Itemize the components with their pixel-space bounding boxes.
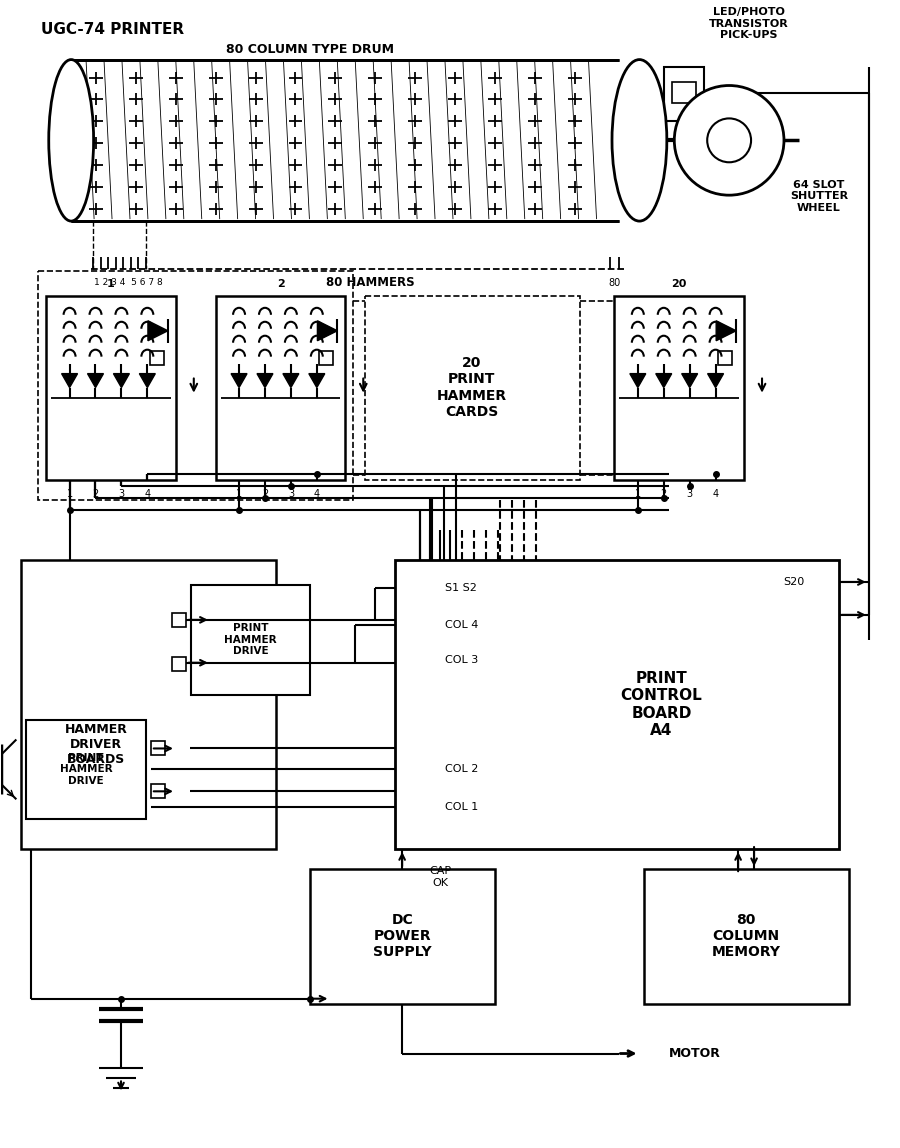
Ellipse shape — [49, 60, 94, 222]
Polygon shape — [172, 657, 185, 670]
Polygon shape — [615, 296, 744, 480]
Polygon shape — [310, 869, 495, 1003]
Polygon shape — [320, 350, 333, 365]
Text: COL 1: COL 1 — [445, 802, 478, 813]
Polygon shape — [681, 373, 698, 388]
Text: 1: 1 — [67, 489, 73, 499]
Text: 4: 4 — [713, 489, 718, 499]
Polygon shape — [309, 373, 325, 388]
Polygon shape — [71, 62, 619, 219]
Text: 1 2 3 4  5 6 7 8: 1 2 3 4 5 6 7 8 — [94, 279, 163, 287]
Text: HAMMER
DRIVER
BOARDS: HAMMER DRIVER BOARDS — [65, 723, 128, 766]
Polygon shape — [61, 373, 77, 388]
Polygon shape — [707, 373, 724, 388]
Text: 80 COLUMN TYPE DRUM: 80 COLUMN TYPE DRUM — [227, 44, 394, 56]
Text: 2: 2 — [93, 489, 99, 499]
Polygon shape — [148, 320, 168, 341]
Polygon shape — [150, 350, 164, 365]
Polygon shape — [26, 720, 146, 820]
Polygon shape — [395, 560, 839, 850]
Polygon shape — [718, 350, 732, 365]
Text: 1: 1 — [107, 279, 115, 289]
Polygon shape — [318, 320, 338, 341]
Polygon shape — [216, 296, 346, 480]
Text: 3: 3 — [687, 489, 693, 499]
Polygon shape — [22, 560, 275, 850]
Text: 1: 1 — [634, 489, 641, 499]
Text: MOTOR: MOTOR — [670, 1047, 721, 1060]
Text: 2: 2 — [661, 489, 667, 499]
Circle shape — [674, 85, 784, 195]
Polygon shape — [365, 296, 580, 480]
Polygon shape — [630, 373, 646, 388]
Polygon shape — [140, 373, 156, 388]
Text: 80
COLUMN
MEMORY: 80 COLUMN MEMORY — [712, 913, 780, 959]
Text: CAP
OK: CAP OK — [429, 867, 451, 887]
Text: COL 4: COL 4 — [445, 620, 479, 630]
Polygon shape — [644, 869, 849, 1003]
Polygon shape — [113, 373, 130, 388]
Text: 1: 1 — [236, 489, 242, 499]
Polygon shape — [191, 585, 310, 695]
Text: 64 SLOT
SHUTTER
WHEEL: 64 SLOT SHUTTER WHEEL — [790, 179, 848, 212]
Text: LED/PHOTO
TRANSISTOR
PICK-UPS: LED/PHOTO TRANSISTOR PICK-UPS — [709, 7, 789, 40]
Circle shape — [707, 118, 751, 162]
Polygon shape — [87, 373, 104, 388]
Text: COL 2: COL 2 — [445, 765, 479, 775]
Polygon shape — [71, 60, 619, 222]
Text: 3: 3 — [119, 489, 124, 499]
Polygon shape — [283, 373, 299, 388]
Text: 2: 2 — [262, 489, 268, 499]
Polygon shape — [257, 373, 273, 388]
Text: PRINT
HAMMER
DRIVE: PRINT HAMMER DRIVE — [224, 623, 277, 657]
Text: PRINT
CONTROL
BOARD
A4: PRINT CONTROL BOARD A4 — [620, 670, 702, 738]
Text: 80: 80 — [608, 278, 621, 288]
Ellipse shape — [612, 60, 667, 222]
Text: DC
POWER
SUPPLY: DC POWER SUPPLY — [373, 913, 431, 959]
Text: 4: 4 — [144, 489, 150, 499]
Text: UGC-74 PRINTER: UGC-74 PRINTER — [41, 22, 184, 37]
Text: S1 S2: S1 S2 — [445, 583, 477, 594]
Polygon shape — [656, 373, 671, 388]
Text: 80 HAMMERS: 80 HAMMERS — [326, 277, 415, 289]
Text: 2: 2 — [276, 279, 284, 289]
Text: 3: 3 — [288, 489, 294, 499]
Text: 20
PRINT
HAMMER
CARDS: 20 PRINT HAMMER CARDS — [436, 356, 507, 419]
Polygon shape — [664, 67, 704, 122]
Text: S20: S20 — [783, 577, 805, 587]
Text: 4: 4 — [314, 489, 319, 499]
Polygon shape — [151, 742, 165, 755]
Text: 20: 20 — [671, 279, 687, 289]
Text: PRINT
HAMMER
DRIVE: PRINT HAMMER DRIVE — [59, 753, 112, 786]
Polygon shape — [231, 373, 247, 388]
Polygon shape — [716, 320, 736, 341]
Text: COL 3: COL 3 — [445, 654, 478, 665]
Polygon shape — [46, 296, 176, 480]
Polygon shape — [151, 784, 165, 798]
Polygon shape — [672, 82, 697, 103]
Polygon shape — [172, 613, 185, 627]
